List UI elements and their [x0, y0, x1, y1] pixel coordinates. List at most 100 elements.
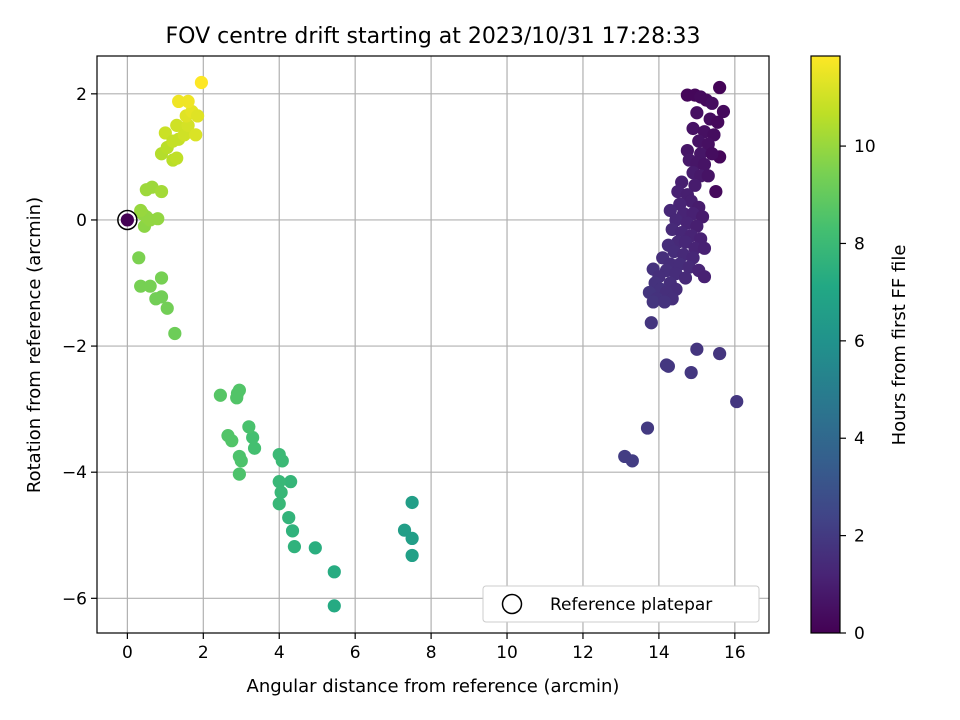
data-point — [713, 347, 727, 361]
data-point — [697, 157, 712, 172]
data-point — [287, 540, 302, 554]
x-tick-label: 14 — [648, 643, 670, 663]
data-point — [274, 485, 288, 499]
colorbar-gradient — [810, 55, 841, 634]
data-point — [688, 178, 702, 192]
colorbar-label: Hours from first FF file — [889, 245, 910, 446]
data-point — [151, 212, 165, 226]
x-tick-label: 8 — [426, 643, 437, 663]
data-point — [690, 342, 704, 356]
x-axis-label: Angular distance from reference (arcmin) — [247, 676, 620, 697]
data-point — [170, 118, 184, 132]
data-point — [686, 121, 700, 136]
data-point — [143, 279, 157, 293]
plot-area — [97, 56, 769, 633]
data-point — [709, 184, 723, 199]
data-point — [327, 565, 341, 579]
y-tick-label: −2 — [62, 337, 87, 357]
data-point — [154, 271, 169, 285]
data-point — [242, 420, 256, 434]
data-point — [194, 75, 209, 90]
data-point — [132, 251, 146, 265]
data-point — [640, 421, 655, 435]
x-tick-label: 6 — [350, 643, 361, 663]
data-point — [308, 541, 322, 555]
y-axis-label: Rotation from reference (arcmin) — [24, 197, 45, 493]
colorbar-tick-label: 8 — [854, 234, 865, 254]
data-point — [232, 467, 246, 481]
data-point — [189, 128, 203, 142]
data-point — [678, 235, 693, 249]
data-point — [690, 219, 704, 233]
data-point — [697, 270, 712, 284]
data-point — [247, 441, 262, 455]
data-point — [230, 391, 244, 405]
axis-ticks: 0 2 4 6 8 10 12 14 16 −6 −4 −2 0 2 — [62, 85, 746, 663]
data-point — [661, 359, 675, 373]
data-point — [730, 394, 744, 409]
data-point — [646, 295, 660, 309]
data-point — [405, 531, 419, 546]
data-point — [707, 128, 721, 142]
colorbar-tick-label: 10 — [854, 137, 876, 157]
data-point — [134, 279, 148, 293]
x-tick-label: 12 — [572, 643, 594, 663]
data-point — [170, 151, 184, 165]
scatter-points — [117, 75, 744, 613]
data-point — [225, 434, 239, 448]
data-point — [272, 475, 286, 489]
reference-marker — [117, 209, 138, 231]
data-point — [697, 241, 712, 255]
colorbar: 0 2 4 6 8 10 Hours from first FF file — [810, 55, 910, 644]
data-point — [657, 295, 672, 309]
data-point — [695, 210, 710, 224]
data-point — [644, 316, 658, 330]
x-tick-label: 16 — [724, 643, 746, 663]
data-point — [272, 497, 286, 511]
data-point — [134, 203, 148, 218]
data-point — [705, 96, 719, 110]
data-point — [284, 475, 298, 489]
colorbar-tick-label: 4 — [854, 429, 865, 449]
data-point — [701, 169, 715, 183]
data-point — [275, 454, 289, 468]
x-tick-label: 4 — [274, 643, 285, 663]
data-point — [405, 495, 419, 510]
data-point — [246, 430, 260, 445]
data-point — [713, 80, 727, 95]
data-point — [282, 510, 296, 525]
data-point — [234, 454, 248, 468]
data-point — [405, 548, 419, 563]
data-point — [181, 94, 195, 109]
plot-frame — [96, 55, 770, 634]
data-point — [711, 115, 725, 129]
y-tick-label: −6 — [62, 589, 87, 609]
x-tick-label: 2 — [198, 643, 209, 663]
data-point — [690, 106, 704, 120]
data-point — [172, 94, 186, 109]
data-point — [285, 524, 300, 538]
legend-box — [482, 585, 760, 623]
colorbar-ticks: 0 2 4 6 8 10 — [840, 137, 876, 644]
colorbar-tick-label: 0 — [854, 624, 865, 644]
data-point — [705, 147, 719, 161]
data-point — [327, 599, 341, 613]
data-point — [160, 301, 174, 315]
colorbar-tick-label: 6 — [854, 332, 865, 352]
y-tick-label: 0 — [76, 211, 87, 231]
data-point — [663, 203, 677, 218]
legend: Reference platepar — [482, 585, 760, 623]
data-point — [716, 104, 731, 119]
chart-title: FOV centre drift starting at 2023/10/31 … — [166, 24, 701, 49]
y-tick-label: 2 — [76, 85, 87, 105]
legend-marker — [501, 593, 523, 615]
colorbar-tick-label: 2 — [854, 527, 865, 547]
data-point — [120, 213, 134, 227]
data-point — [154, 184, 169, 199]
y-tick-label: −4 — [62, 463, 87, 483]
data-point — [154, 290, 169, 304]
grid — [97, 56, 769, 633]
x-tick-label: 0 — [122, 643, 133, 663]
data-point — [191, 109, 205, 123]
data-point — [625, 454, 639, 468]
